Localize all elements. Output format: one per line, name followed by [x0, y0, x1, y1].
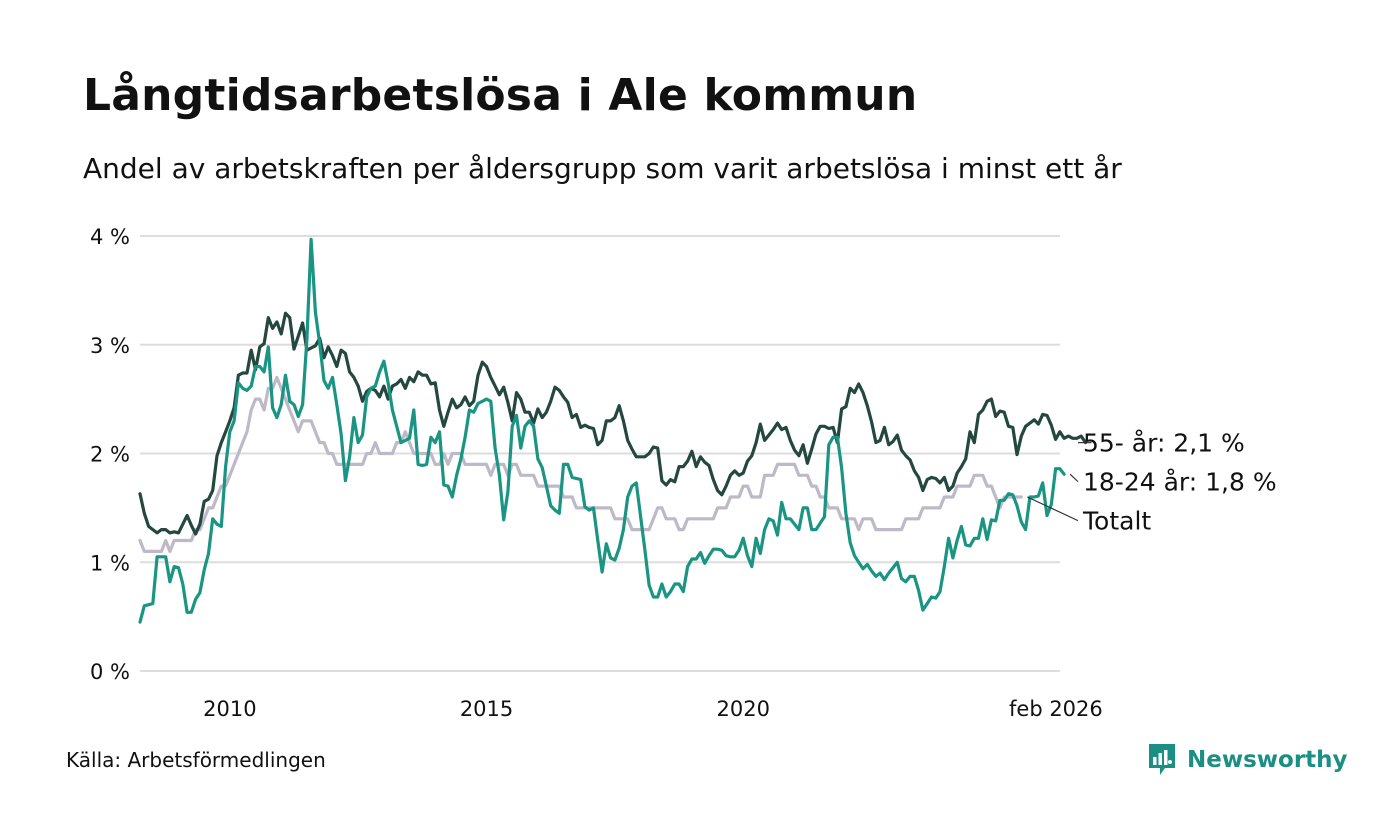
newsworthy-logo-icon — [1149, 744, 1175, 775]
chart-title: Långtidsarbetslösa i Ale kommun — [83, 70, 918, 121]
x-axis-ticks: 2010 2015 2020 feb 2026 — [203, 697, 1103, 721]
brand-name: Newsworthy — [1187, 747, 1348, 773]
source-note: Källa: Arbetsförmedlingen — [66, 748, 326, 772]
series-line-18-24-r — [138, 237, 1066, 624]
series-end-label: Totalt — [1082, 507, 1151, 536]
x-tick-label: feb 2026 — [1009, 697, 1103, 721]
x-tick-label: 2020 — [717, 697, 770, 721]
series-lines — [138, 237, 1088, 624]
y-tick-label: 4 % — [90, 225, 130, 249]
label-leader-line — [1069, 473, 1079, 483]
y-axis-ticks: 0 % 1 % 2 % 3 % 4 % — [90, 225, 130, 684]
y-tick-label: 1 % — [90, 551, 130, 575]
series-end-label: 55- år: 2,1 % — [1083, 429, 1245, 458]
series-line-totalt — [138, 375, 1023, 554]
y-tick-label: 3 % — [90, 334, 130, 358]
brand-logo[interactable]: Newsworthy — [1147, 742, 1348, 778]
chart-subtitle: Andel av arbetskraften per åldersgrupp s… — [83, 152, 1122, 185]
series-end-label: 18-24 år: 1,8 % — [1083, 468, 1277, 497]
y-tick-label: 2 % — [90, 443, 130, 467]
series-end-labels: 55- år: 2,1 % 18-24 år: 1,8 % Totalt — [1027, 429, 1277, 536]
series-line-55-r — [138, 311, 1088, 536]
x-tick-label: 2010 — [203, 697, 256, 721]
label-leader-line — [1027, 496, 1079, 522]
y-tick-label: 0 % — [90, 660, 130, 684]
x-tick-label: 2015 — [460, 697, 513, 721]
